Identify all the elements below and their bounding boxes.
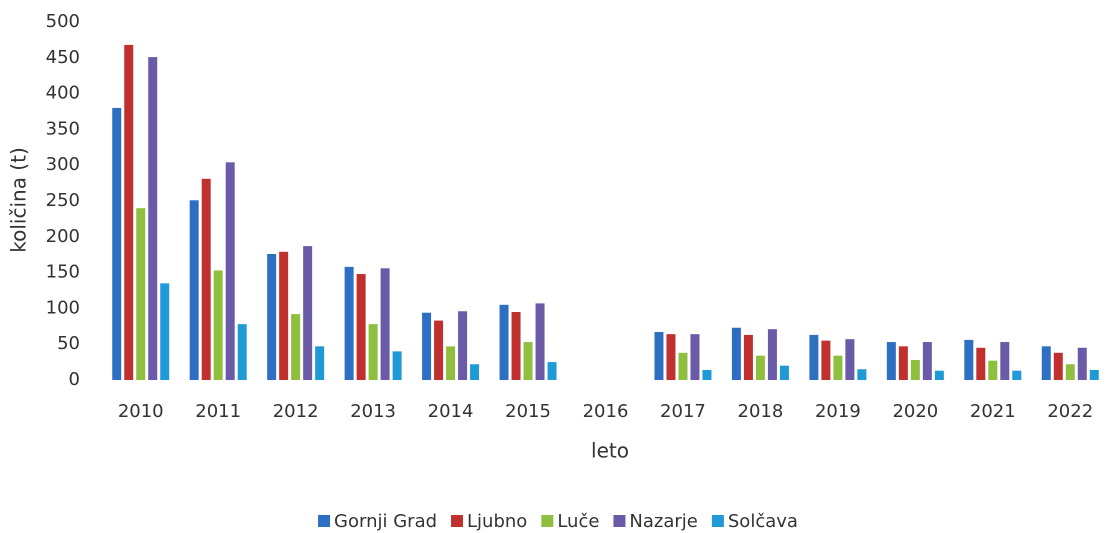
bar: [1041, 346, 1051, 380]
bar: [886, 342, 896, 380]
bar: [821, 340, 831, 380]
bar: [470, 364, 480, 380]
bar: [315, 346, 325, 380]
bar: [303, 246, 313, 380]
legend-label: Solčava: [728, 511, 798, 532]
bar: [731, 327, 741, 380]
bar: [446, 346, 456, 380]
y-tick-label: 150: [46, 262, 80, 283]
bar: [392, 351, 402, 380]
legend-swatch: [541, 515, 554, 527]
y-tick-label: 300: [46, 154, 80, 175]
bar: [1053, 352, 1063, 380]
bar: [743, 334, 753, 380]
x-tick-label: 2022: [1047, 401, 1093, 422]
bar: [910, 359, 920, 380]
bar: [964, 339, 974, 380]
bar: [690, 334, 700, 380]
x-tick-label: 2012: [273, 401, 319, 422]
bar: [779, 365, 789, 380]
bar: [112, 107, 122, 381]
x-tick-label: 2015: [505, 401, 551, 422]
bar: [666, 334, 676, 380]
bar: [201, 178, 211, 380]
bar: [898, 346, 908, 380]
x-axis-label: leto: [591, 439, 629, 463]
bar: [124, 44, 134, 381]
x-tick-label: 2016: [583, 401, 629, 422]
legend-swatch: [318, 515, 331, 527]
bar: [291, 314, 301, 380]
bar: [458, 311, 468, 380]
bar: [344, 266, 354, 380]
bar: [809, 334, 819, 380]
bar: [499, 304, 509, 380]
bar: [1000, 342, 1010, 380]
bar: [1012, 370, 1022, 380]
bar: [225, 162, 235, 380]
bar: [136, 208, 146, 380]
y-tick-label: 100: [46, 297, 80, 318]
y-tick-label: 50: [57, 333, 80, 354]
y-tick-label: 200: [46, 226, 80, 247]
bar: [148, 57, 158, 381]
x-tick-label: 2011: [195, 401, 241, 422]
bar: [523, 342, 533, 380]
bar: [678, 352, 688, 380]
bar: [767, 329, 777, 380]
x-tick-label: 2010: [118, 401, 164, 422]
bar: [1089, 369, 1099, 380]
bar: [160, 283, 170, 380]
legend-swatch: [451, 515, 464, 527]
bar: [422, 312, 432, 380]
bar: [702, 369, 712, 380]
legend-label: Nazarje: [629, 511, 697, 532]
bar: [279, 251, 289, 380]
bar: [237, 324, 247, 380]
x-tick-label: 2013: [350, 401, 396, 422]
x-tick-label: 2021: [970, 401, 1016, 422]
bar: [547, 362, 557, 380]
y-tick-label: 500: [46, 11, 80, 32]
legend-label: Gornji Grad: [334, 511, 437, 532]
bar: [380, 268, 390, 380]
bar: [934, 370, 944, 380]
bar: [267, 253, 277, 380]
y-tick-label: 450: [46, 47, 80, 68]
bar: [988, 360, 998, 380]
bar: [857, 369, 867, 380]
x-tick-label: 2018: [738, 401, 784, 422]
bar: [189, 200, 199, 380]
x-tick-label: 2020: [892, 401, 938, 422]
legend-swatch: [711, 515, 724, 527]
bar: [434, 320, 444, 380]
bar: [1065, 364, 1075, 380]
bar: [356, 274, 366, 380]
y-tick-label: 400: [46, 83, 80, 104]
bar: [1077, 347, 1087, 380]
bar: [511, 311, 521, 380]
x-tick-label: 2019: [815, 401, 861, 422]
y-tick-label: 0: [69, 369, 80, 390]
y-axis-label: količina (t): [7, 147, 31, 253]
bar: [922, 342, 932, 380]
bar: [213, 270, 223, 380]
bar: [845, 339, 855, 380]
bar: [654, 332, 664, 380]
bar: [833, 355, 843, 380]
bar: [976, 347, 986, 380]
bar: [535, 303, 545, 380]
x-tick-label: 2014: [428, 401, 474, 422]
bar: [755, 355, 765, 380]
legend-swatch: [613, 515, 626, 527]
legend-label: Luče: [557, 511, 599, 532]
legend-label: Ljubno: [467, 511, 527, 532]
bar: [368, 324, 378, 380]
x-tick-label: 2017: [660, 401, 706, 422]
y-tick-label: 350: [46, 118, 80, 139]
y-tick-label: 250: [46, 190, 80, 211]
